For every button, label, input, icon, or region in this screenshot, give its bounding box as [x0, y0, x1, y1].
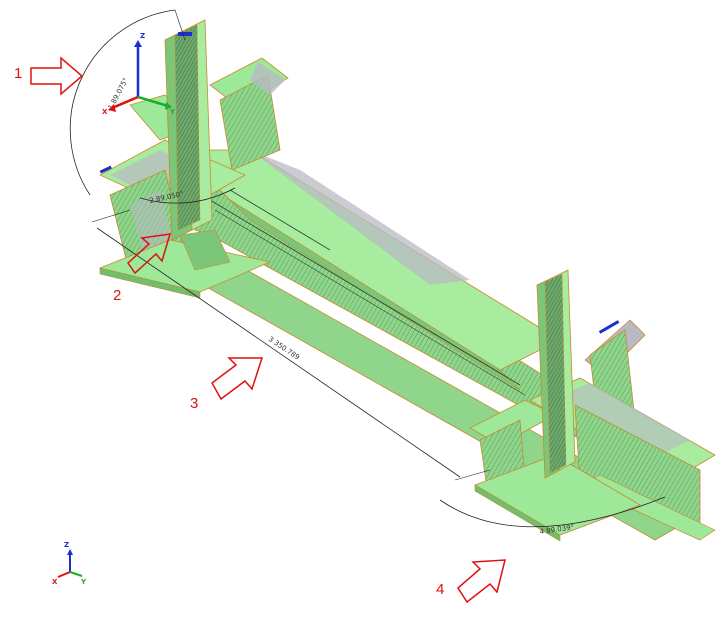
z-axis-arrow: [134, 40, 142, 47]
angle-arc-top: [69, 9, 176, 196]
y-axis-label: Y: [80, 578, 87, 586]
z-axis-label: Z: [64, 541, 69, 549]
callout-number-4: 4: [436, 581, 444, 598]
callout-arrow-2: [127, 233, 172, 275]
left-column-web: [174, 24, 201, 231]
y-axis-line: [137, 95, 169, 108]
x-axis-label: X: [102, 108, 108, 116]
angle-ext-line: [174, 9, 186, 41]
right-cross-beam: [469, 269, 716, 542]
beam-top-flange-shade: [229, 199, 521, 391]
left-base-plate-edge: [99, 267, 201, 299]
z-axis-arrow: [67, 549, 73, 555]
blue-marker: [598, 320, 620, 334]
z-axis-label: Z: [140, 32, 145, 40]
brace-line: [214, 209, 526, 396]
left-arm-back-gray: [250, 62, 285, 95]
left-arm-back-web: [219, 74, 281, 171]
length-dim-line: [96, 227, 461, 478]
callout-number-3: 3: [190, 395, 198, 412]
callouts: 1 2 3 4: [14, 56, 506, 604]
beam-gray-band: [250, 150, 470, 285]
x-axis-label: X: [52, 578, 58, 586]
brace-line: [229, 189, 331, 251]
length-ext-line: [454, 469, 491, 481]
brace-line: [209, 199, 521, 386]
blue-marker: [178, 32, 192, 36]
callout-number-2: 2: [113, 287, 121, 304]
angle-arc-small: [139, 187, 236, 204]
right-column-web: [544, 273, 567, 474]
left-cross-beam: [98, 19, 289, 299]
callout-number-1: 1: [14, 65, 22, 82]
right-arm-front-flange-gray: [560, 383, 690, 455]
callout-arrow-4: [457, 559, 506, 604]
corner-axis-triad: Z Y X: [52, 541, 87, 586]
left-base-stiffener: [179, 229, 231, 271]
x-axis-line: [57, 571, 71, 578]
y-axis-label: Y: [169, 108, 176, 116]
callout-arrow-3: [211, 357, 264, 401]
blue-marker: [99, 165, 112, 174]
length-ext-line: [91, 209, 131, 223]
y-axis-arrow: [165, 102, 172, 110]
angle-arc-bottom: [439, 496, 666, 528]
y-axis-line: [69, 571, 83, 577]
x-axis-line: [111, 95, 139, 110]
callout-arrow-1: [30, 56, 84, 96]
x-axis-arrow: [108, 104, 116, 112]
model-axis-triad: Z Y X: [102, 32, 176, 116]
